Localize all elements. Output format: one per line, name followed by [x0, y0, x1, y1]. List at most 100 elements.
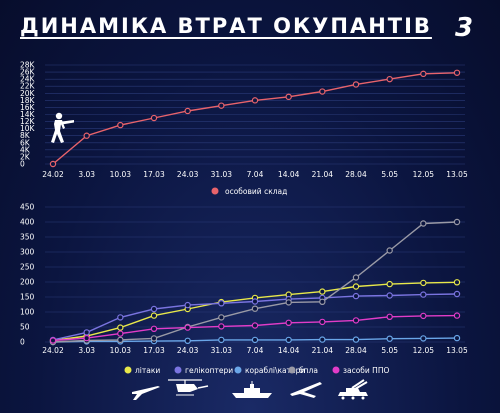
equipment-data-point [453, 218, 461, 226]
personnel-x-tick-label: 21.04 [312, 170, 334, 179]
equipment-y-tick-labels: 0 50 100 150 200 250 300 350 400 450 [20, 203, 35, 347]
equipment-data-point [453, 290, 461, 298]
personnel-x-tick-label: 5.05 [381, 170, 398, 179]
equipment-data-point [49, 337, 57, 344]
equipment-data-point [420, 312, 427, 320]
equipment-data-point [83, 334, 90, 342]
personnel-y-tick-label: 10K [20, 124, 36, 133]
legend-label-3: бпла [299, 366, 318, 375]
personnel-x-tick-label: 28.04 [345, 170, 367, 179]
equipment-data-point [184, 324, 191, 331]
equipment-data-point [218, 314, 225, 321]
personnel-y-tick-label: 12K [20, 117, 36, 126]
chart-title: ДИНАМІКА ВТРАТ ОКУПАНТІВ [20, 14, 432, 38]
personnel-x-tick-label: 12.05 [413, 170, 435, 179]
personnel-data-point [83, 132, 90, 139]
legend-label-4: засоби ППО [343, 366, 389, 375]
equipment-y-tick-label: 100 [20, 308, 35, 317]
personnel-x-tick-label: 13.05 [446, 170, 468, 179]
equipment-x-tick-label: 24.03 [177, 346, 199, 355]
equipment-x-tick-label: 7.04 [247, 346, 264, 355]
personnel-y-tick-label: 18K [20, 96, 36, 105]
equipment-y-tick-label: 250 [20, 263, 35, 272]
equipment-data-point [117, 324, 124, 331]
equipment-data-point [319, 336, 326, 343]
equipment-data-point [352, 274, 360, 281]
personnel-x-tick-label: 7.04 [247, 170, 264, 179]
personnel-y-tick-label: 8K [20, 131, 31, 140]
equipment-y-tick-label: 200 [20, 278, 35, 287]
personnel-chart: 02K4K6K8K10K12K14K16K18K20K22K24K26K28K … [20, 61, 468, 197]
equipment-x-tick-label: 14.04 [278, 346, 300, 355]
personnel-y-tick-label: 20K [20, 89, 36, 98]
equipment-data-point [150, 305, 158, 313]
equipment-data-point [453, 334, 461, 342]
equipment-data-point [285, 319, 292, 327]
equipment-data-point [386, 335, 393, 342]
personnel-legend-label: особовий склад [225, 187, 287, 196]
equipment-x-tick-label: 12.05 [413, 346, 435, 355]
equipment-data-point [285, 299, 292, 306]
personnel-legend: особовий склад [211, 187, 287, 196]
personnel-data-points [49, 69, 461, 168]
equipment-y-tick-label: 50 [20, 323, 30, 332]
equipment-data-point [117, 314, 124, 321]
personnel-data-point [251, 97, 259, 104]
legend-label-2: кораблі\катери [245, 366, 305, 375]
equipment-chart: 0 50 100 150 200 250 300 350 400 450 24.02 3.03 10.… [20, 203, 468, 400]
personnel-data-point [150, 114, 158, 122]
personnel-data-point [184, 107, 191, 115]
equipment-x-tick-label: 10.03 [110, 346, 132, 355]
equipment-data-point [352, 292, 360, 300]
legend-marker-1 [174, 366, 182, 374]
equipment-data-point [420, 279, 427, 287]
equipment-x-tick-label: 3.03 [78, 346, 95, 355]
personnel-y-tick-label: 22K [20, 82, 36, 91]
helicopter-icon [168, 379, 209, 396]
drone-icon [290, 382, 322, 398]
equipment-x-tick-label: 28.04 [345, 346, 367, 355]
equipment-y-tick-label: 350 [20, 233, 35, 242]
personnel-y-tick-label: 6K [20, 138, 31, 147]
personnel-x-tick-label: 14.04 [278, 170, 300, 179]
equipment-data-point [352, 283, 360, 290]
air-defense-icon [338, 379, 368, 400]
logo: 3 [455, 13, 474, 43]
ship-icon [232, 381, 272, 398]
equipment-y-tick-label: 0 [20, 338, 25, 347]
equipment-data-point [319, 318, 326, 326]
legend-label-1: гелікоптери [185, 366, 233, 375]
personnel-y-tick-label: 16K [20, 103, 36, 112]
equipment-x-tick-label: 13.05 [446, 346, 468, 355]
equipment-data-point [352, 336, 360, 343]
personnel-x-tick-label: 24.02 [42, 170, 64, 179]
equipment-data-point [83, 329, 90, 336]
personnel-data-point [453, 69, 461, 76]
equipment-x-tick-labels: 24.02 3.03 10.03 17.03 24.03 31.03 7.04 14.04 21… [42, 346, 468, 355]
equipment-x-tick-label: 5.05 [381, 346, 398, 355]
soldier-icon [51, 112, 74, 143]
equipment-x-tick-label: 21.04 [312, 346, 334, 355]
equipment-data-point [117, 336, 124, 344]
equipment-data-point [453, 279, 461, 286]
aircraft-icon [132, 386, 160, 400]
legend-marker-4 [332, 366, 340, 374]
equipment-x-tick-label: 24.02 [42, 346, 64, 355]
personnel-data-point [352, 81, 360, 88]
equipment-data-point [420, 220, 427, 227]
personnel-data-point [319, 88, 326, 95]
personnel-data-point [285, 93, 292, 101]
equipment-data-point [285, 336, 292, 344]
legend-marker-3 [288, 366, 296, 374]
personnel-x-tick-label: 3.03 [78, 170, 95, 179]
equipment-data-point [184, 337, 191, 344]
equipment-data-point [251, 322, 259, 329]
legend-label-0: літаки [135, 366, 160, 375]
equipment-data-point [420, 291, 427, 298]
equipment-data-point [184, 301, 191, 309]
equipment-data-point [251, 305, 259, 312]
personnel-data-point [420, 70, 427, 78]
personnel-data-point [117, 121, 124, 129]
